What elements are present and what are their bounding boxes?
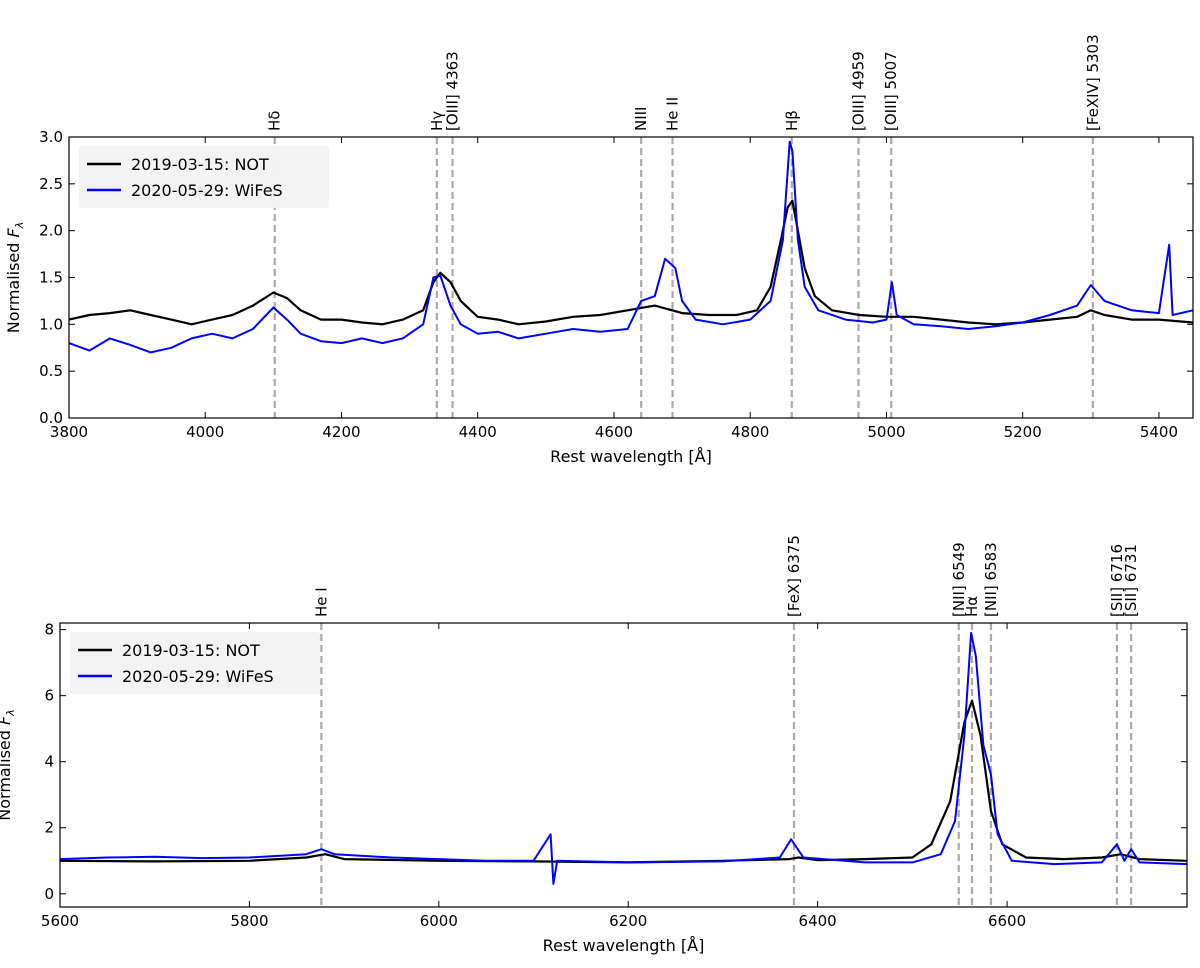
emission-line-label: Hδ — [266, 111, 284, 131]
emission-line-label: Hβ — [783, 110, 801, 131]
y-tick-label: 8 — [44, 621, 54, 639]
y-tick-label: 2 — [44, 819, 54, 837]
emission-line-label: [OIII] 5007 — [882, 51, 900, 131]
y-tick-label: 2.0 — [39, 222, 63, 240]
x-tick-label: 4600 — [595, 423, 633, 441]
y-tick-label: 0.0 — [39, 409, 63, 427]
y-axis-label-symbol: F — [4, 227, 23, 237]
emission-line-label: [NII] 6549 — [950, 542, 968, 617]
y-axis-label: Normalised Fλ — [4, 222, 26, 333]
series-line-not — [68, 199, 1194, 326]
emission-line-label: He I — [312, 587, 330, 617]
y-axis-label-symbol: F — [0, 715, 14, 725]
x-tick-label: 6000 — [420, 912, 458, 930]
y-tick-label: 1.0 — [39, 315, 63, 333]
y-axis-label-subscript: λ — [13, 222, 26, 230]
y-axis-label-text: Normalised — [0, 725, 14, 821]
series-line-wifes — [59, 631, 1188, 885]
x-tick-label: 3800 — [50, 423, 88, 441]
legend: 2019-03-15: NOT 2020-05-29: WiFeS — [79, 146, 329, 208]
series-line-not — [59, 699, 1188, 864]
emission-line-label: [OIII] 4363 — [444, 51, 462, 131]
emission-line-label: [FeXIV] 5303 — [1084, 34, 1102, 131]
x-tick-label: 4200 — [322, 423, 360, 441]
emission-line-label: [SII] 6731 — [1122, 544, 1140, 617]
plot-frame — [59, 622, 1188, 908]
legend-box — [79, 146, 329, 208]
emission-line-label: [SII] 6716 — [1108, 544, 1126, 617]
x-tick-label: 6600 — [988, 912, 1026, 930]
x-tick-label: 4800 — [731, 423, 769, 441]
legend: 2019-03-15: NOT 2020-05-29: WiFeS — [70, 632, 320, 694]
legend-label: 2020-05-29: WiFeS — [122, 667, 274, 686]
x-tick-label: 4400 — [459, 423, 497, 441]
series-line-wifes — [68, 140, 1194, 354]
top-spectrum-panel: Hδ Hγ[OIII] 4363 NIII He II Hβ [OIII] 4959 [OI… — [4, 34, 1194, 466]
x-tick-label: 5800 — [230, 912, 268, 930]
x-tick-label: 4000 — [186, 423, 224, 441]
x-tick-label: 5600 — [41, 912, 79, 930]
y-tick-label: 4 — [44, 753, 54, 771]
y-tick-label: 6 — [44, 687, 54, 705]
x-tick-label: 5400 — [1140, 423, 1178, 441]
emission-line-label: He II — [664, 97, 682, 131]
emission-line-label: [FeX] 6375 — [785, 535, 803, 617]
x-axis-label: Rest wavelength [Å] — [543, 936, 705, 955]
y-tick-label: 1.5 — [39, 269, 63, 287]
emission-line-label: NIII — [632, 107, 650, 132]
y-tick-label: 0 — [44, 885, 54, 903]
emission-line-label: Hγ — [428, 111, 446, 131]
legend-box — [70, 632, 320, 694]
emission-line-label: Hα — [963, 596, 981, 617]
y-tick-label: 2.5 — [39, 175, 63, 193]
x-tick-label: 6200 — [609, 912, 647, 930]
x-axis-label: Rest wavelength [Å] — [550, 447, 712, 466]
legend-label: 2019-03-15: NOT — [122, 641, 260, 660]
legend-label: 2020-05-29: WiFeS — [131, 181, 283, 200]
x-tick-label: 5200 — [1004, 423, 1042, 441]
x-tick-label: 5000 — [867, 423, 905, 441]
y-axis-label-text: Normalised — [4, 237, 23, 333]
y-tick-label: 0.5 — [39, 362, 63, 380]
y-axis-label-subscript: λ — [4, 709, 17, 717]
emission-line-label: [OIII] 4959 — [850, 51, 868, 131]
x-tick-label: 6400 — [799, 912, 837, 930]
y-tick-label: 3.0 — [39, 128, 63, 146]
legend-label: 2019-03-15: NOT — [131, 155, 269, 174]
emission-line-label: [NII] 6583 — [982, 542, 1000, 617]
y-axis-label: Normalised Fλ — [0, 709, 17, 820]
